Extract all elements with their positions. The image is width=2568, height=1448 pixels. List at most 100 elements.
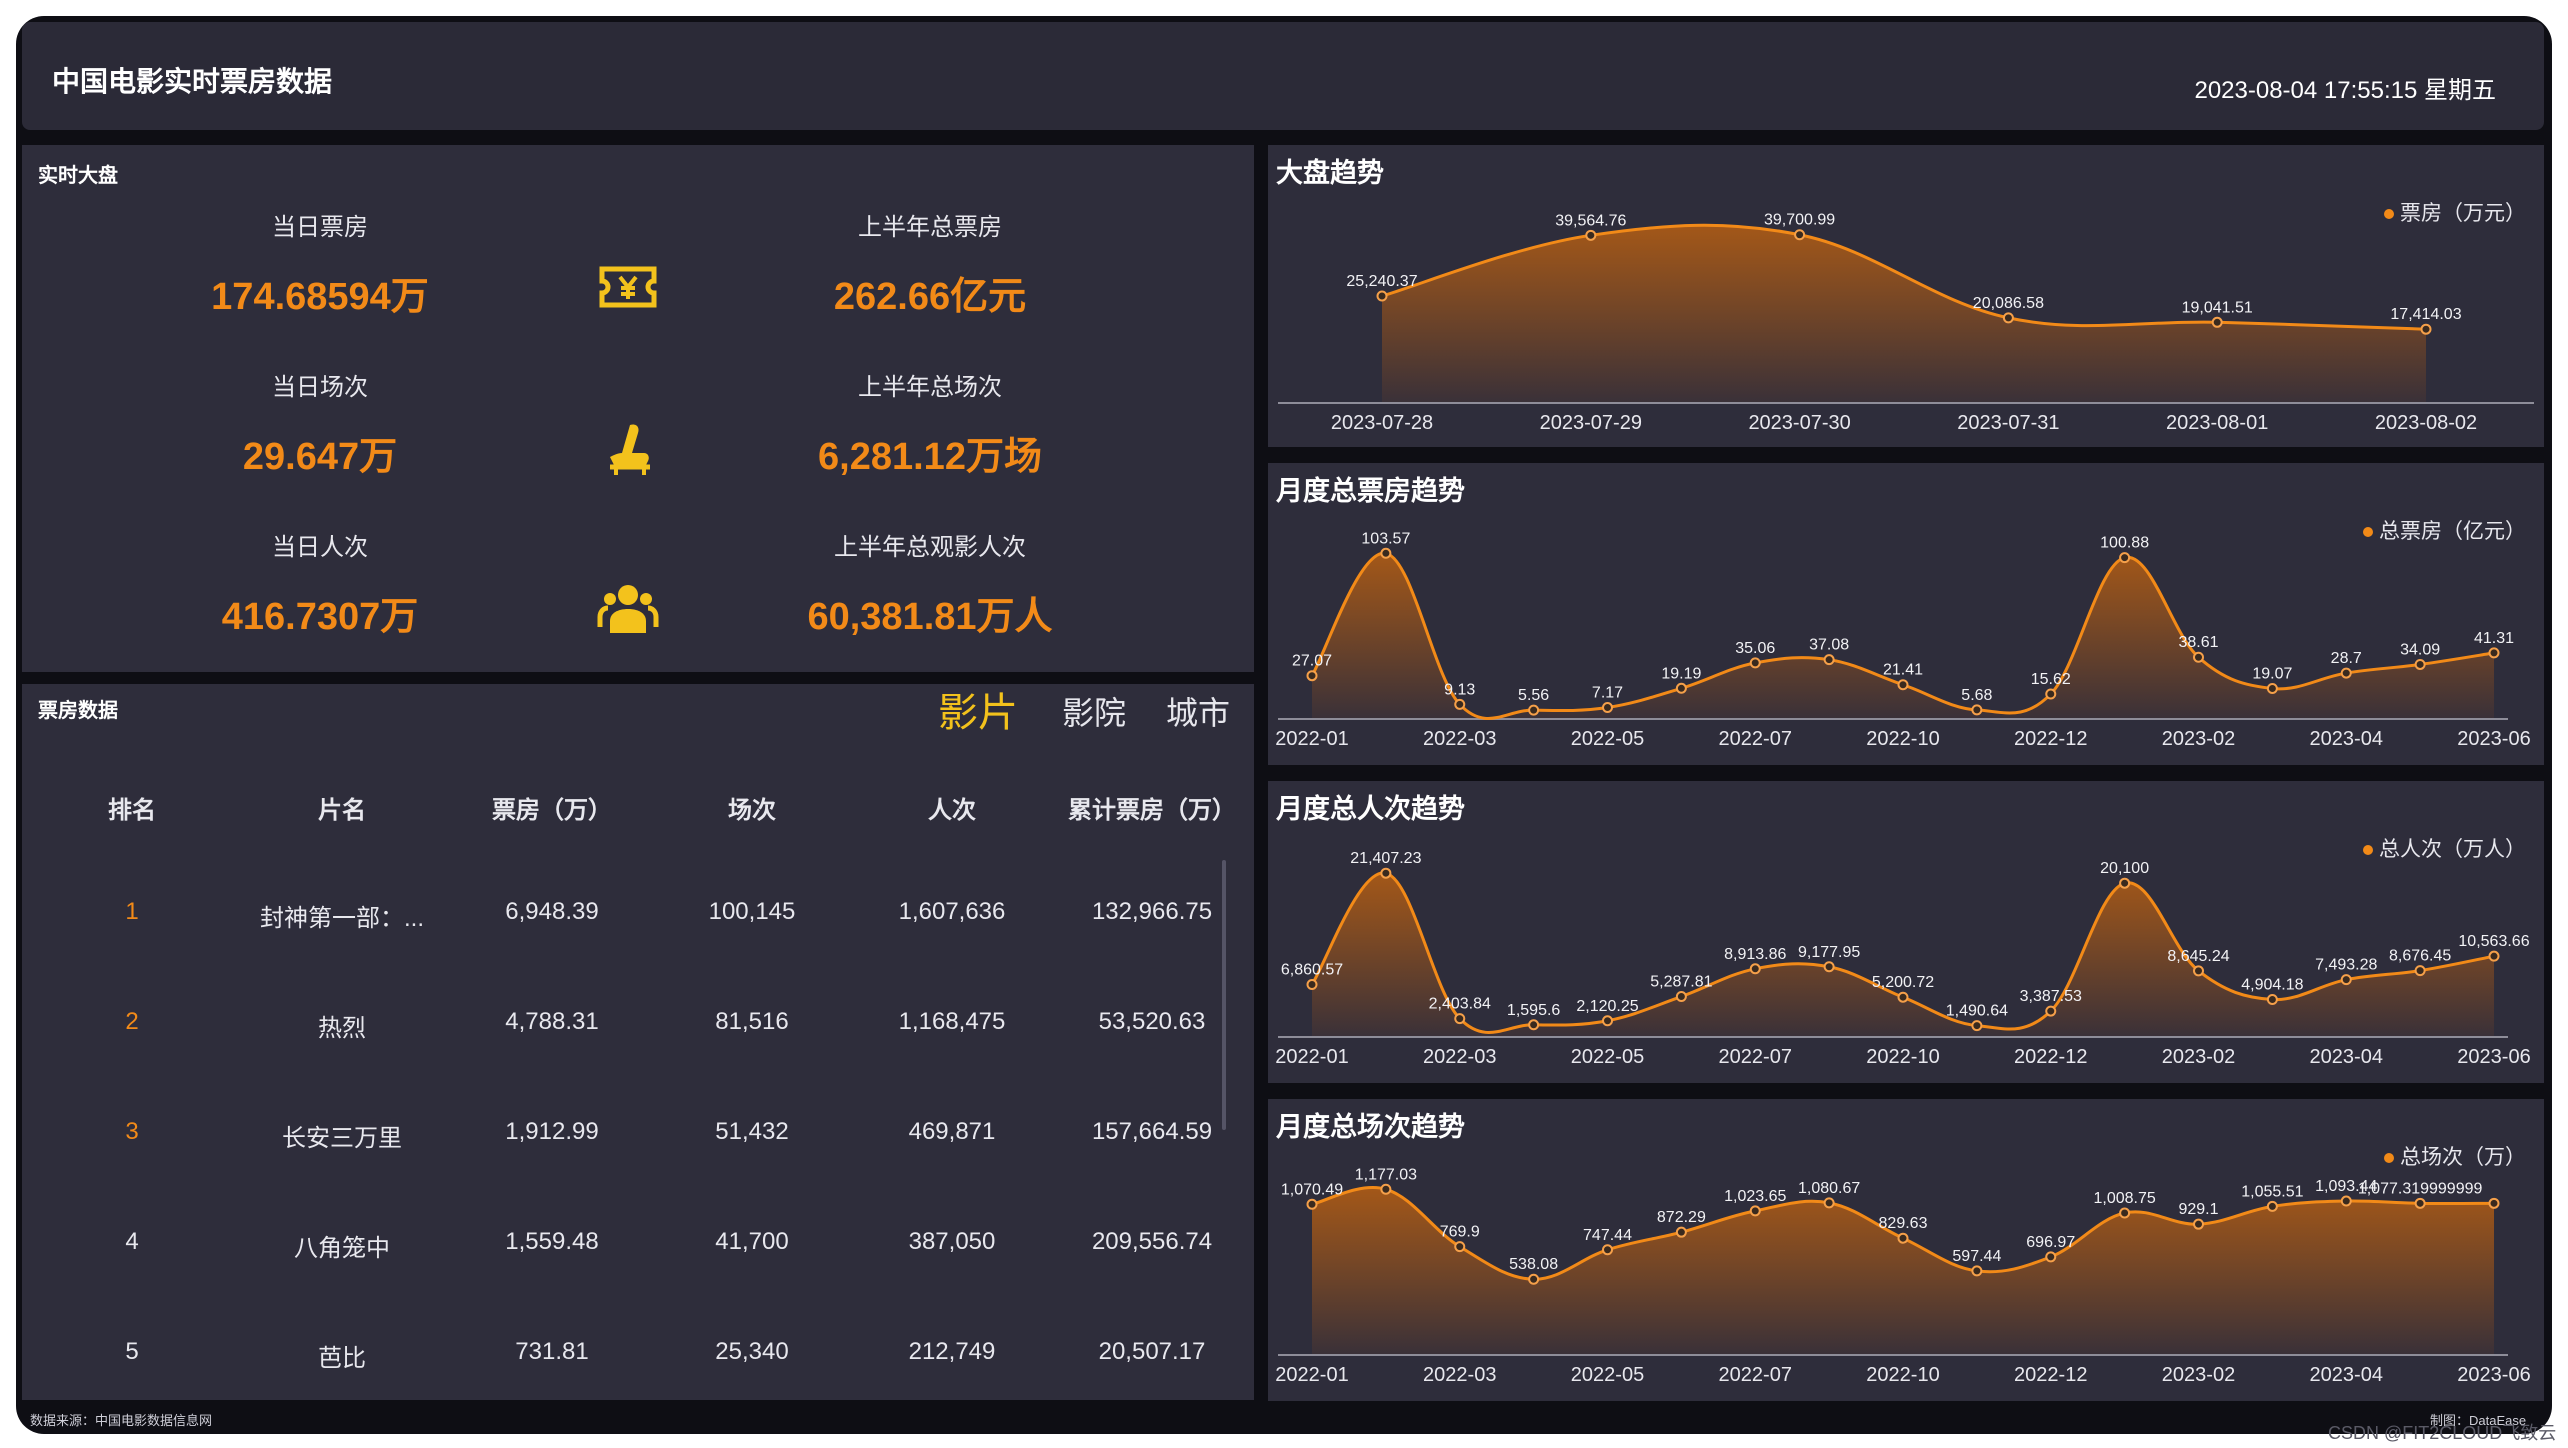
cell-rank: 3 bbox=[125, 1118, 139, 1145]
col-shows: 场次 bbox=[728, 797, 776, 824]
chart-legend[interactable]: 总场次（万） bbox=[2384, 1141, 2526, 1171]
data-label: 829.63 bbox=[1879, 1215, 1928, 1232]
cell-cumulative: 53,520.63 bbox=[1098, 1008, 1206, 1035]
data-point bbox=[2420, 323, 2432, 335]
x-tick-label: 2023-04 bbox=[2310, 1364, 2383, 1386]
data-label: 19.19 bbox=[1661, 665, 1701, 682]
x-tick-label: 2022-01 bbox=[1275, 728, 1348, 750]
cell-shows: 81,516 bbox=[715, 1008, 789, 1035]
x-tick-label: 2023-08-02 bbox=[2375, 412, 2477, 434]
monthly-admissions-chart[interactable]: 6,860.57 21,407.23 2,403.84 1,595.6 2,120.25… bbox=[1268, 781, 2544, 1083]
tab-cinemas[interactable]: 影院 bbox=[1062, 695, 1127, 731]
data-label: 103.57 bbox=[1361, 530, 1410, 547]
tab-cities[interactable]: 城市 bbox=[1166, 695, 1231, 731]
data-label: 929.1 bbox=[2178, 1201, 2218, 1218]
table-scrollbar[interactable] bbox=[1222, 860, 1226, 1130]
data-label: 9,177.95 bbox=[1798, 944, 1860, 961]
data-point bbox=[1380, 1183, 1392, 1195]
monthly-boxoffice-chart[interactable]: 27.07 103.57 9.13 5.56 7.17 19.19 35.06 37.08 21… bbox=[1268, 463, 2544, 765]
chart-panel-monthly-admissions: 月度总人次趋势 总人次（万人） 6,860.57 21,407.23 2,403.8… bbox=[1268, 781, 2544, 1083]
data-point bbox=[1306, 1198, 1318, 1210]
data-point bbox=[2488, 950, 2500, 962]
col-admissions: 人次 bbox=[928, 797, 976, 824]
data-point bbox=[1897, 1232, 1909, 1244]
legend-label: 总场次（万） bbox=[2400, 1146, 2526, 1169]
series-line bbox=[1381, 223, 2427, 331]
tab-films[interactable]: 影片 bbox=[938, 691, 1018, 735]
data-label: 1,070.49 bbox=[1281, 1181, 1343, 1198]
data-point bbox=[1528, 1019, 1540, 1031]
data-label: 35.06 bbox=[1735, 640, 1775, 657]
kpi-value-daily-admissions: 416.7307万 bbox=[221, 596, 419, 638]
x-tick-label: 2023-06 bbox=[2457, 728, 2530, 750]
cell-film: 八角笼中 bbox=[294, 1235, 390, 1262]
cell-shows: 51,432 bbox=[715, 1118, 789, 1145]
data-label: 37.08 bbox=[1809, 637, 1849, 654]
x-tick-label: 2022-12 bbox=[2014, 1364, 2087, 1386]
data-label: 17,414.03 bbox=[2390, 306, 2461, 323]
x-tick-label: 2022-10 bbox=[1866, 1046, 1939, 1068]
data-point bbox=[2045, 1005, 2057, 1017]
data-label: 21.41 bbox=[1883, 662, 1923, 679]
data-label: 6,860.57 bbox=[1281, 962, 1343, 979]
data-point bbox=[1528, 1273, 1540, 1285]
data-point bbox=[1675, 682, 1687, 694]
daily-trend-chart[interactable]: 25,240.37 39,564.76 39,700.99 20,086.58 19,0… bbox=[1268, 145, 2544, 447]
x-tick-label: 2023-06 bbox=[2457, 1046, 2530, 1068]
data-label: 15.62 bbox=[2031, 671, 2071, 688]
data-point bbox=[2488, 647, 2500, 659]
data-point bbox=[2119, 552, 2131, 564]
legend-dot bbox=[2363, 527, 2373, 538]
x-tick-label: 2023-07-31 bbox=[1957, 412, 2059, 434]
data-point bbox=[1971, 1265, 1983, 1277]
data-point bbox=[1794, 229, 1806, 241]
col-film: 片名 bbox=[318, 797, 366, 824]
data-point bbox=[2340, 667, 2352, 679]
monthly-shows-chart[interactable]: 1,070.49 1,177.03 769.9 538.08 747.44 872.29 1… bbox=[1268, 1099, 2544, 1401]
cell-boxoffice: 1,912.99 bbox=[505, 1118, 599, 1145]
chart-legend[interactable]: 总人次（万人） bbox=[2363, 833, 2526, 863]
chart-legend[interactable]: 票房（万元） bbox=[2384, 197, 2526, 227]
data-point bbox=[2488, 1197, 2500, 1209]
chart-title: 月度总场次趋势 bbox=[1276, 1112, 1465, 1142]
cell-boxoffice: 1,559.48 bbox=[505, 1228, 599, 1255]
data-point bbox=[1749, 657, 1761, 669]
data-label: 5.56 bbox=[1518, 687, 1549, 704]
legend-dot bbox=[2384, 209, 2394, 220]
data-label: 5.68 bbox=[1961, 687, 1992, 704]
chart-title: 大盘趋势 bbox=[1276, 158, 1384, 188]
kpi-label-half-shows: 上半年总场次 bbox=[858, 374, 1002, 401]
cell-cumulative: 20,507.17 bbox=[1098, 1338, 1206, 1365]
data-point bbox=[1971, 704, 1983, 716]
data-point bbox=[2193, 965, 2204, 977]
data-label: 7,493.28 bbox=[2315, 957, 2377, 974]
x-tick-label: 2022-01 bbox=[1275, 1046, 1348, 1068]
data-label: 747.44 bbox=[1583, 1227, 1632, 1244]
cell-rank: 5 bbox=[125, 1338, 139, 1365]
data-point bbox=[1749, 1205, 1761, 1217]
x-tick-label: 2022-12 bbox=[2014, 728, 2087, 750]
chart-legend[interactable]: 总票房（亿元） bbox=[2363, 515, 2526, 545]
data-label: 4,904.18 bbox=[2241, 976, 2303, 993]
x-tick-label: 2022-01 bbox=[1275, 1364, 1348, 1386]
data-point bbox=[1823, 1197, 1835, 1209]
data-label: 5,200.72 bbox=[1872, 974, 1934, 991]
legend-dot bbox=[2363, 845, 2373, 856]
data-point bbox=[1971, 1020, 1983, 1032]
x-tick-label: 2023-06 bbox=[2457, 1364, 2530, 1386]
x-tick-label: 2022-07 bbox=[1719, 1046, 1792, 1068]
kpi-value-daily-shows: 29.647万 bbox=[242, 436, 398, 478]
header-bar: 中国电影实时票房数据 2023-08-04 17:55:15 星期五 bbox=[22, 22, 2544, 130]
data-point bbox=[1897, 679, 1909, 691]
data-point bbox=[1454, 1241, 1466, 1253]
data-label: 19.07 bbox=[2252, 665, 2292, 682]
data-point bbox=[2119, 1207, 2131, 1219]
ticket-yen-icon bbox=[599, 266, 657, 308]
data-label: 1,077.319999999 bbox=[2358, 1180, 2483, 1197]
x-tick-label: 2023-07-30 bbox=[1748, 412, 1850, 434]
realtime-panel: 实时大盘 当日票房 174.68594万 上半年总票房 262.66亿元 当日场… bbox=[22, 145, 1254, 672]
x-tick-label: 2022-10 bbox=[1866, 728, 1939, 750]
data-point bbox=[1823, 654, 1835, 666]
data-point bbox=[1376, 290, 1388, 302]
data-point bbox=[1380, 547, 1392, 559]
